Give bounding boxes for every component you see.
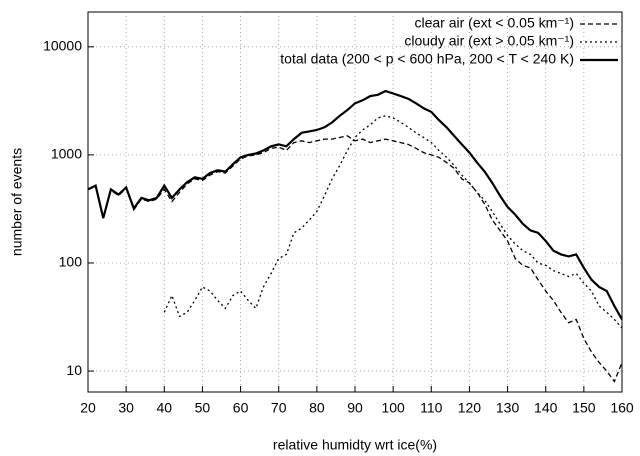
- y-tick-label: 10000: [43, 38, 82, 54]
- data-line: [88, 89, 622, 321]
- x-tick-label: 50: [195, 400, 211, 416]
- y-tick-label: 1000: [51, 146, 82, 162]
- x-tick-label: 30: [118, 400, 134, 416]
- x-axis-label: relative humidty wrt ice(%): [273, 437, 437, 453]
- x-tick-label: 20: [80, 400, 96, 416]
- x-tick-label: 160: [610, 400, 634, 416]
- data-line: [88, 135, 622, 383]
- legend-label: total data (200 < p < 600 hPa, 200 < T <…: [280, 51, 574, 67]
- data-line: [163, 115, 622, 329]
- x-tick-label: 80: [309, 400, 325, 416]
- x-tick-label: 60: [233, 400, 249, 416]
- legend-label: clear air (ext < 0.05 km⁻¹): [415, 15, 575, 31]
- y-tick-label: 10: [66, 362, 82, 378]
- x-tick-label: 130: [496, 400, 520, 416]
- legend-label: cloudy air (ext > 0.05 km⁻¹): [404, 33, 574, 49]
- x-tick-label: 110: [420, 400, 443, 416]
- x-tick-label: 120: [458, 400, 482, 416]
- y-tick-label: 100: [59, 254, 83, 270]
- x-tick-label: 40: [156, 400, 172, 416]
- x-tick-label: 90: [347, 400, 363, 416]
- x-tick-label: 150: [572, 400, 596, 416]
- y-axis-label: number of events: [9, 148, 25, 256]
- x-tick-label: 100: [381, 400, 405, 416]
- x-tick-label: 70: [271, 400, 287, 416]
- x-tick-label: 140: [534, 400, 558, 416]
